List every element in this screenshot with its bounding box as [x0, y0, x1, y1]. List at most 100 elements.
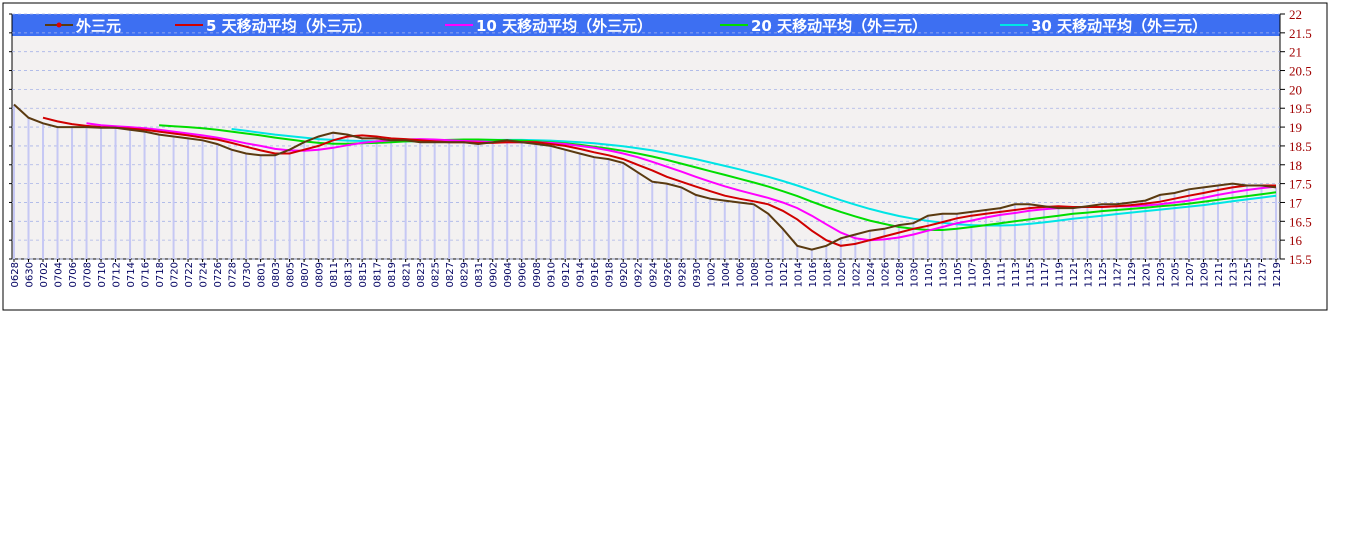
x-tick-label: 0821	[402, 262, 413, 287]
y-tick-label: 18.5	[1289, 139, 1312, 154]
x-tick-label: 0801	[257, 262, 268, 287]
x-tick-label: 0829	[460, 262, 471, 287]
x-tick-label: 0628	[10, 262, 21, 287]
x-tick-label: 1020	[837, 262, 848, 287]
x-tick-label: 0722	[184, 262, 195, 287]
x-tick-label: 1219	[1272, 262, 1283, 287]
x-tick-label: 0930	[692, 262, 703, 287]
x-tick-label: 1008	[750, 262, 761, 287]
x-tick-label: 1121	[1069, 262, 1080, 287]
x-tick-label: 0720	[170, 262, 181, 287]
x-tick-label: 1105	[953, 262, 964, 287]
y-tick-label: 16.5	[1289, 214, 1312, 229]
x-tick-label: 1014	[793, 262, 804, 287]
y-tick-label: 18	[1289, 158, 1302, 173]
y-tick-label: 21	[1289, 45, 1302, 60]
x-tick-label: 1213	[1228, 262, 1239, 287]
x-tick-label: 0926	[663, 262, 674, 287]
x-tick-label: 0714	[126, 262, 137, 287]
x-tick-label: 0704	[54, 262, 65, 287]
x-tick-label: 1107	[967, 262, 978, 287]
x-tick-label: 0712	[112, 262, 123, 287]
x-tick-label: 1215	[1243, 262, 1254, 287]
x-tick-label: 0805	[286, 262, 297, 287]
x-tick-label: 0928	[677, 262, 688, 287]
x-tick-label: 0718	[155, 262, 166, 287]
x-tick-label: 1002	[706, 262, 717, 287]
legend-marker	[56, 22, 62, 28]
x-tick-label: 1217	[1257, 262, 1268, 287]
legend-band	[12, 14, 1280, 36]
x-tick-label: 0819	[387, 262, 398, 287]
x-tick-label: 1127	[1112, 262, 1123, 287]
series-line	[159, 124, 1277, 231]
x-tick-label: 0724	[199, 262, 210, 287]
y-tick-label: 17	[1289, 195, 1303, 210]
x-tick-label: 1010	[764, 262, 775, 287]
x-tick-label: 1129	[1127, 262, 1138, 287]
x-tick-label: 0912	[561, 262, 572, 287]
x-tick-label: 1004	[721, 262, 732, 287]
y-tick-label: 19.5	[1289, 101, 1312, 116]
x-tick-label: 1115	[1025, 262, 1036, 287]
x-tick-label: 0910	[547, 262, 558, 287]
x-tick-label: 0918	[605, 262, 616, 287]
x-tick-label: 0914	[576, 262, 587, 287]
legend-label: 10 天移动平均（外三元）	[476, 17, 652, 35]
x-tick-label: 1111	[996, 262, 1007, 287]
x-tick-label: 1113	[1011, 262, 1022, 287]
x-tick-label: 0809	[315, 262, 326, 287]
x-tick-label: 0815	[358, 262, 369, 287]
legend-label: 外三元	[75, 17, 121, 35]
y-tick-label: 16	[1289, 233, 1303, 248]
x-tick-label: 1028	[895, 262, 906, 287]
x-tick-label: 1101	[924, 262, 935, 287]
x-tick-label: 1205	[1170, 262, 1181, 287]
y-tick-label: 17.5	[1289, 177, 1312, 192]
x-tick-label: 0710	[97, 262, 108, 287]
x-tick-label: 0922	[634, 262, 645, 287]
x-tick-label: 0924	[648, 262, 659, 287]
series-line	[42, 116, 1276, 247]
legend-label: 5 天移动平均（外三元）	[206, 17, 372, 35]
x-tick-label: 1006	[735, 262, 746, 287]
x-tick-label: 1123	[1083, 262, 1094, 287]
x-tick-label: 0906	[518, 262, 529, 287]
x-tick-label: 0827	[445, 262, 456, 287]
y-tick-label: 20	[1289, 82, 1302, 97]
x-tick-label: 0904	[503, 262, 514, 287]
x-tick-label: 0730	[242, 262, 253, 287]
x-tick-label: 0726	[213, 262, 224, 287]
x-tick-label: 1030	[909, 262, 920, 287]
y-tick-label: 19	[1289, 120, 1302, 135]
x-tick-label: 0728	[228, 262, 239, 287]
x-tick-label: 0825	[431, 262, 442, 287]
x-tick-label: 0908	[532, 262, 543, 287]
x-tick-label: 1022	[851, 262, 862, 287]
x-tick-label: 1109	[982, 262, 993, 287]
x-tick-label: 1012	[779, 262, 790, 287]
y-tick-label: 22	[1289, 7, 1302, 22]
x-tick-label: 0831	[474, 262, 485, 287]
x-tick-label: 0811	[329, 262, 340, 287]
x-tick-label: 0920	[619, 262, 630, 287]
y-tick-label: 15.5	[1289, 252, 1312, 267]
x-tick-label: 1125	[1098, 262, 1109, 287]
x-tick-label: 0902	[489, 262, 500, 287]
y-tick-label: 20.5	[1289, 64, 1312, 79]
x-tick-label: 0708	[83, 262, 94, 287]
x-tick-label: 0817	[373, 262, 384, 287]
x-tick-label: 0702	[39, 262, 50, 287]
x-tick-label: 1207	[1185, 262, 1196, 287]
x-tick-label: 1024	[866, 262, 877, 287]
x-tick-label: 1117	[1040, 262, 1051, 287]
series-line	[13, 103, 1277, 251]
plot-area	[12, 14, 1280, 259]
x-tick-label: 1103	[938, 262, 949, 287]
x-tick-label: 1026	[880, 262, 891, 287]
x-tick-label: 1201	[1141, 262, 1152, 287]
x-tick-label: 1018	[822, 262, 833, 287]
x-tick-label: 0823	[416, 262, 427, 287]
